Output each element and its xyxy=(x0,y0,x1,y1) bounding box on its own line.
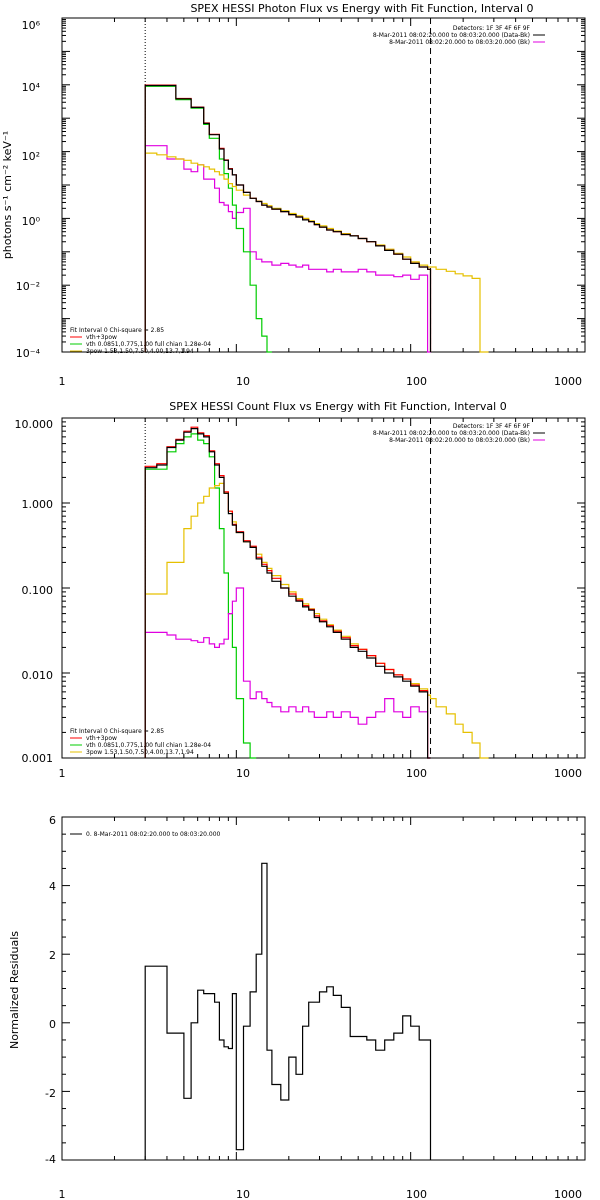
x-tick-label: 1000 xyxy=(554,767,582,780)
photon-legend-bottom: Fit Interval 0 Chi-square = 2.85 vth+3po… xyxy=(70,327,211,355)
residuals-x-tick-labels: 1 10 100 1000 xyxy=(59,1188,583,1200)
residuals-panel: Normalized Residuals 6 4 2 0 -2 -4 1 10 … xyxy=(8,814,582,1200)
plot-frame xyxy=(61,17,586,353)
x-tick-label: 100 xyxy=(406,375,427,388)
photon-legend-top: Detectors: 1F 3F 4F 6F 9F 8-Mar-2011 08:… xyxy=(373,25,545,46)
series-data-bk xyxy=(144,428,431,759)
x-tick-label: 1000 xyxy=(554,1188,582,1200)
y-tick-label: 10⁴ xyxy=(22,81,41,94)
photon-flux-panel: SPEX HESSI Photon Flux vs Energy with Fi… xyxy=(1,2,582,388)
count-flux-panel: SPEX HESSI Count Flux vs Energy with Fit… xyxy=(15,400,583,780)
series-bk xyxy=(144,587,431,759)
photon-y-tick-labels: 10⁶ 10⁴ 10² 10⁰ 10⁻² 10⁻⁴ xyxy=(16,19,41,360)
series-residuals xyxy=(144,862,432,1160)
panel-2-marks xyxy=(61,816,586,1161)
x-tick-label: 10 xyxy=(236,1188,250,1200)
plot-marks xyxy=(61,17,586,1161)
legend-total: vth+3pow xyxy=(86,735,117,742)
x-tick-label: 10 xyxy=(236,375,250,388)
y-tick-label: 10.000 xyxy=(15,418,54,431)
panel-1-marks xyxy=(61,417,586,759)
y-tick-label: 2 xyxy=(49,949,56,962)
series-3pow xyxy=(144,152,489,353)
y-tick-label: 4 xyxy=(49,880,56,893)
photon-x-tick-labels: 1 10 100 1000 xyxy=(59,375,583,388)
x-tick-label: 1 xyxy=(59,1188,66,1200)
legend-detectors: Detectors: 1F 3F 4F 6F 9F xyxy=(453,25,531,32)
legend-bk: 8-Mar-2011 08:02:20.000 to 08:03:20.000 … xyxy=(389,39,530,46)
y-tick-label: 10² xyxy=(22,150,40,163)
x-tick-label: 100 xyxy=(406,1188,427,1200)
y-tick-label: 0.001 xyxy=(22,752,54,765)
legend-data-bk: 8-Mar-2011 08:02:20.000 to 08:03:20.000 … xyxy=(373,430,530,437)
legend-data-bk: 8-Mar-2011 08:02:20.000 to 08:03:20.000 … xyxy=(373,32,530,39)
residuals-ylabel: Normalized Residuals xyxy=(8,931,21,1049)
series-vth xyxy=(144,85,272,353)
legend-vth: vth 0.0851,0.775,1.00 full chian 1.28e-0… xyxy=(86,742,211,749)
photon-chart-title: SPEX HESSI Photon Flux vs Energy with Fi… xyxy=(190,2,533,15)
y-tick-label: 6 xyxy=(49,814,56,827)
legend-fit-interval: Fit Interval 0 Chi-square = 2.85 xyxy=(70,728,164,735)
y-tick-label: 0.010 xyxy=(22,669,54,682)
x-tick-label: 1 xyxy=(59,767,66,780)
legend-detectors: Detectors: 1F 3F 4F 6F 9F xyxy=(453,423,531,430)
plot-frame xyxy=(61,417,586,759)
x-tick-label: 100 xyxy=(406,767,427,780)
photon-ylabel: photons s⁻¹ cm⁻² keV⁻¹ xyxy=(1,131,14,259)
y-tick-label: -4 xyxy=(45,1153,56,1166)
count-x-tick-labels: 1 10 100 1000 xyxy=(59,767,583,780)
x-tick-label: 1 xyxy=(59,375,66,388)
y-tick-label: -2 xyxy=(45,1087,56,1100)
panel-0-marks xyxy=(61,17,586,353)
residuals-legend: 0. 8-Mar-2011 08:02:20.000 to 08:03:20.0… xyxy=(86,831,221,838)
legend-total: vth+3pow xyxy=(86,334,117,341)
count-chart-title: SPEX HESSI Count Flux vs Energy with Fit… xyxy=(169,400,506,413)
y-tick-label: 10⁻⁴ xyxy=(16,347,41,360)
y-tick-label: 0.100 xyxy=(22,584,54,597)
legend-vth: vth 0.0851,0.775,1.00 full chian 1.28e-0… xyxy=(86,341,211,348)
series-vth xyxy=(144,433,257,759)
x-tick-label: 1000 xyxy=(554,375,582,388)
residuals-y-tick-labels: 6 4 2 0 -2 -4 xyxy=(45,814,56,1166)
count-legend-bottom: Fit Interval 0 Chi-square = 2.85 vth+3po… xyxy=(70,728,211,756)
series-bk xyxy=(144,145,431,353)
series-vth-3pow xyxy=(144,426,431,759)
y-tick-label: 10⁻² xyxy=(16,280,40,293)
legend-fit-interval: Fit Interval 0 Chi-square = 2.85 xyxy=(70,327,164,334)
series-vth-3pow xyxy=(144,84,432,352)
series-data-bk xyxy=(144,84,432,352)
y-tick-label: 10⁶ xyxy=(22,19,41,32)
count-y-tick-labels: 10.000 1.000 0.100 0.010 0.001 xyxy=(15,418,54,765)
y-tick-label: 1.000 xyxy=(22,498,54,511)
legend-bk: 8-Mar-2011 08:02:20.000 to 08:03:20.000 … xyxy=(389,437,530,444)
plot-frame xyxy=(61,816,586,1161)
y-tick-label: 0 xyxy=(49,1018,56,1031)
legend-3pow: 3pow 1.53,1.50,7.50,4.00,13.7,1.94 xyxy=(86,749,194,756)
x-tick-label: 10 xyxy=(236,767,250,780)
count-legend-top: Detectors: 1F 3F 4F 6F 9F 8-Mar-2011 08:… xyxy=(373,423,545,444)
y-tick-label: 10⁰ xyxy=(22,215,41,228)
